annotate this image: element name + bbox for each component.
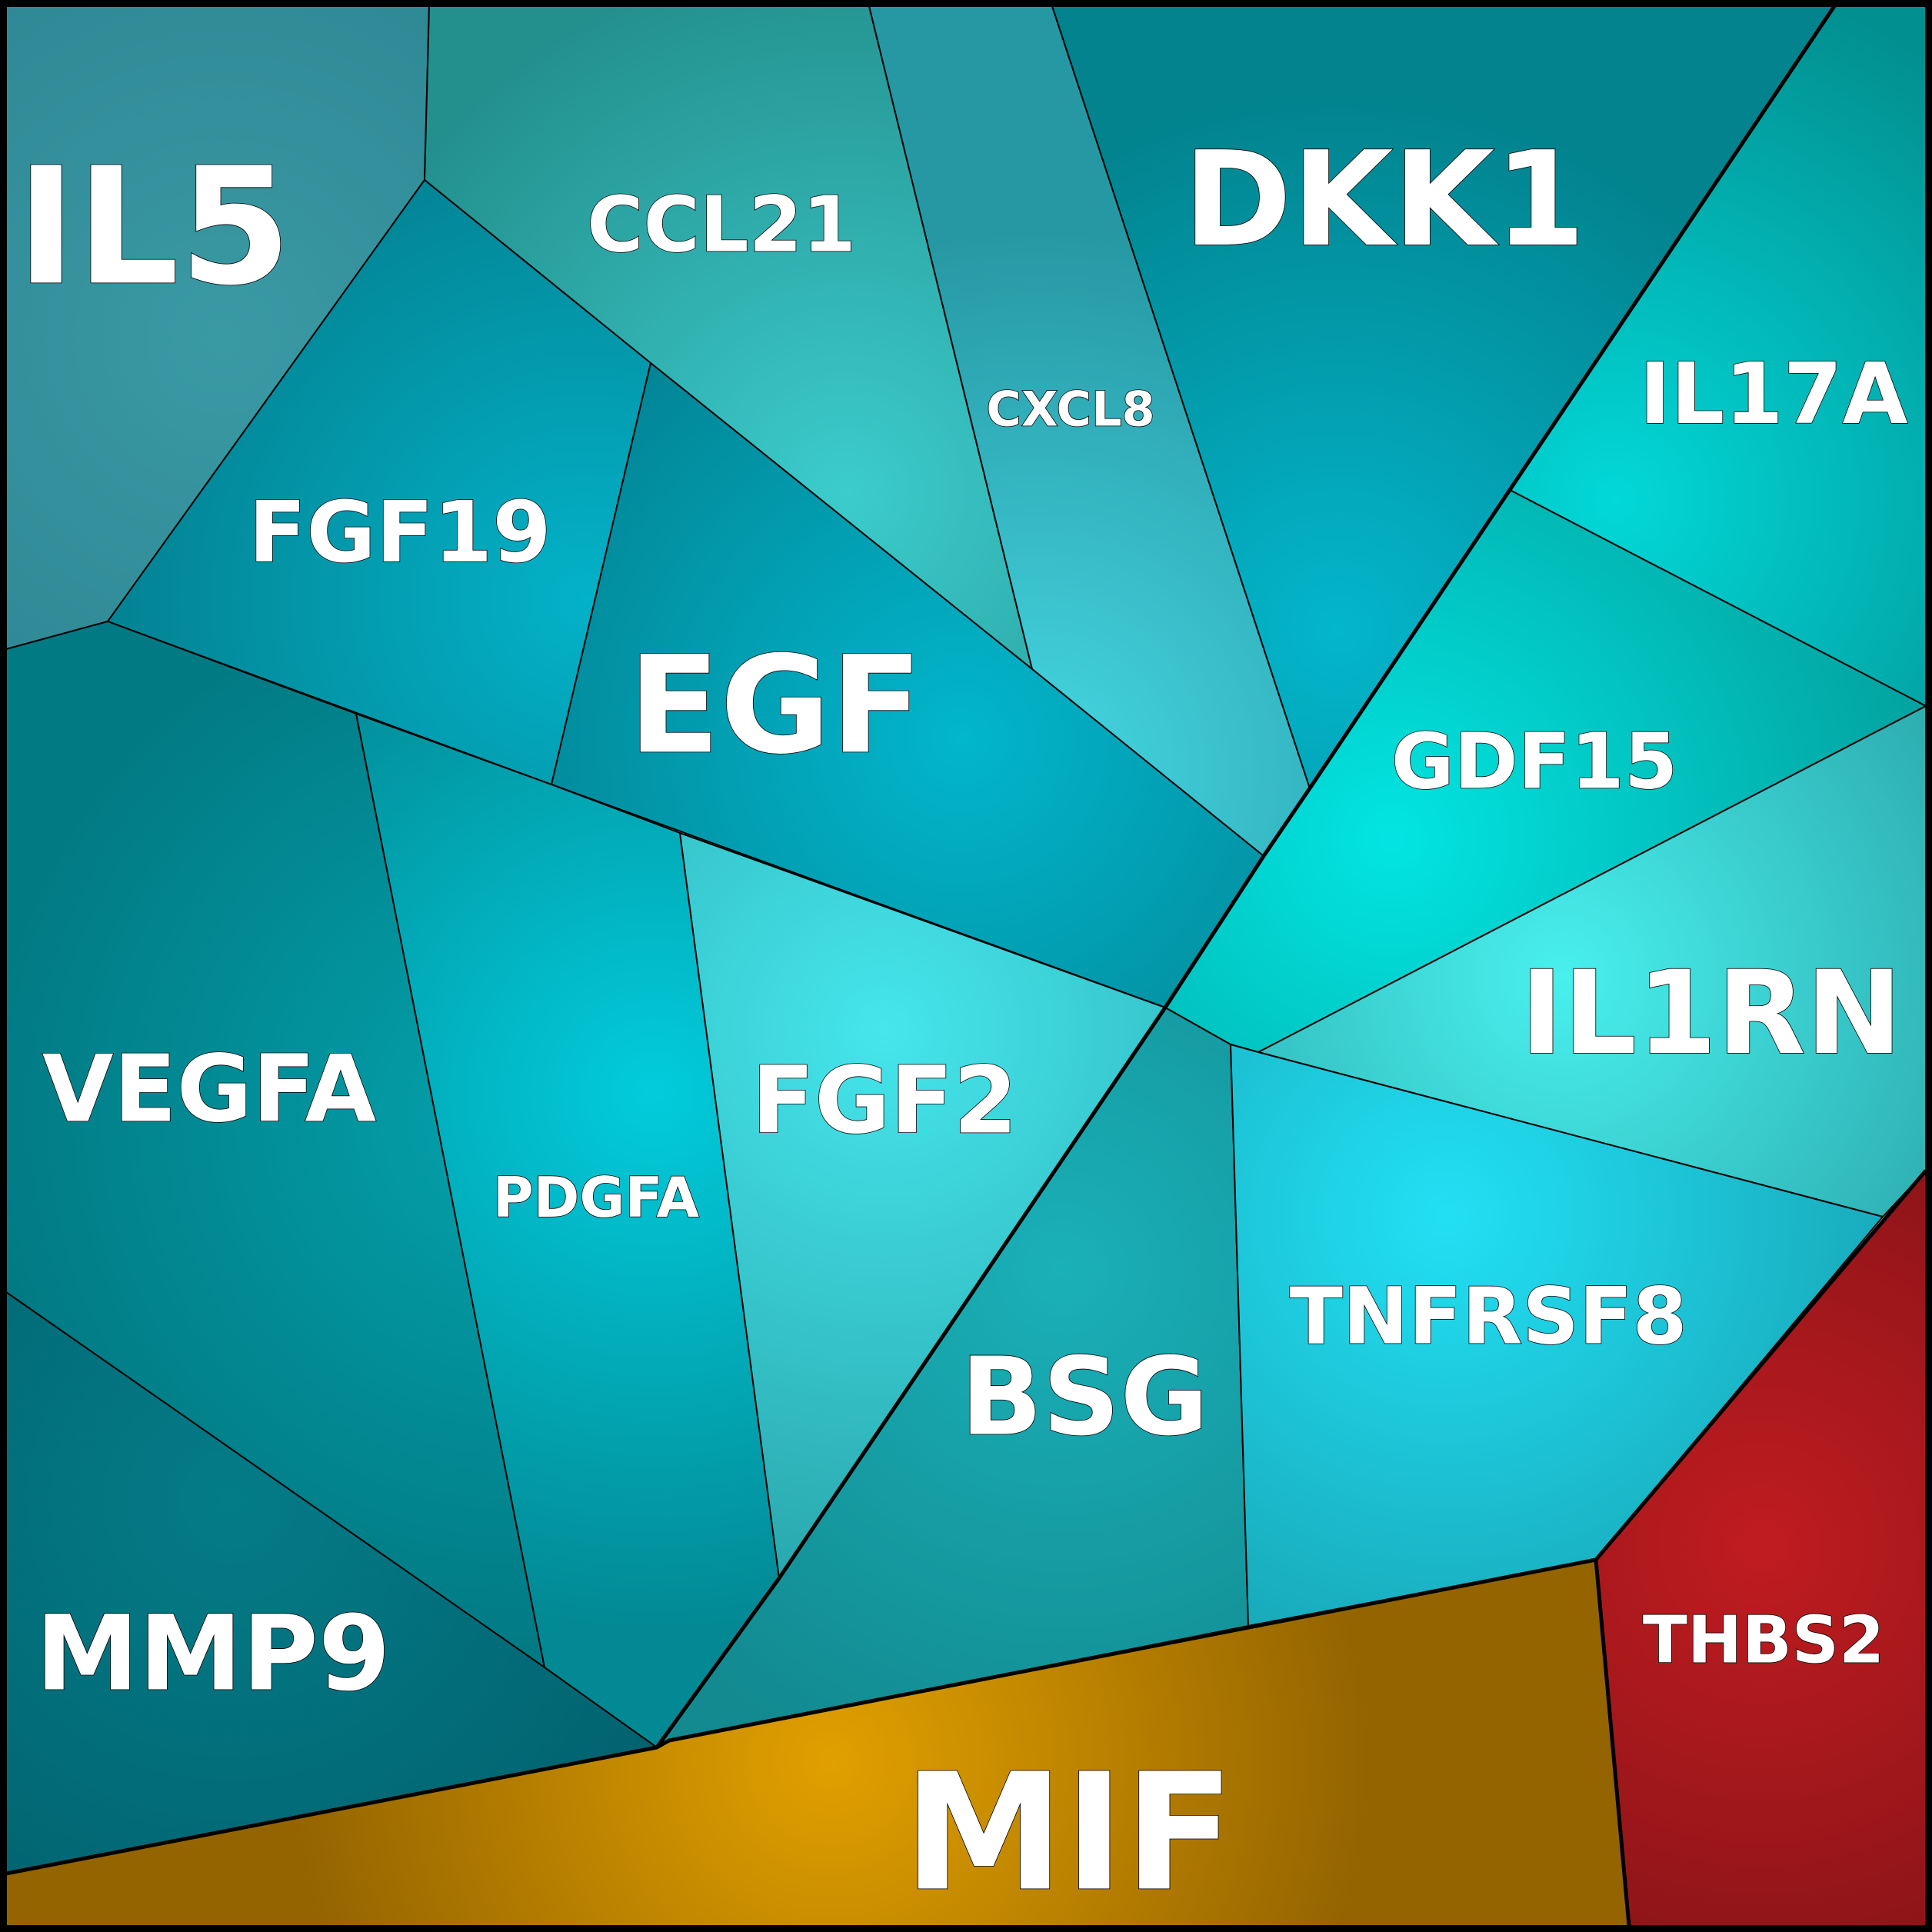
label-il5: IL5 [16, 133, 291, 321]
label-mmp9: MMP9 [35, 1594, 391, 1714]
cluster-border-2 [1594, 1559, 1631, 1927]
label-mif: MIF [904, 1739, 1235, 1927]
label-cxcl8: CXCL8 [986, 381, 1154, 438]
cluster-border-0 [655, 5, 1837, 1749]
label-ccl21: CCL21 [587, 180, 856, 270]
label-egf: EGF [628, 628, 923, 784]
label-vegfa: VEGFA [42, 1037, 377, 1144]
label-thbs2: THBS2 [1643, 1603, 1884, 1679]
label-bsg: BSG [961, 1335, 1208, 1461]
label-fgf19: FGF19 [248, 483, 551, 581]
label-pdgfa: PDGFA [493, 1165, 700, 1230]
label-tnfrsf8: TNFRSF8 [1289, 1271, 1687, 1363]
label-fgf2: FGF2 [751, 1048, 1018, 1155]
label-dkk1: DKK1 [1184, 124, 1586, 276]
cluster-border-1 [5, 1169, 1927, 1876]
label-il1rn: IL1RN [1521, 947, 1903, 1081]
label-il17a: IL17A [1639, 345, 1907, 443]
label-gdf15: GDF15 [1391, 717, 1678, 807]
